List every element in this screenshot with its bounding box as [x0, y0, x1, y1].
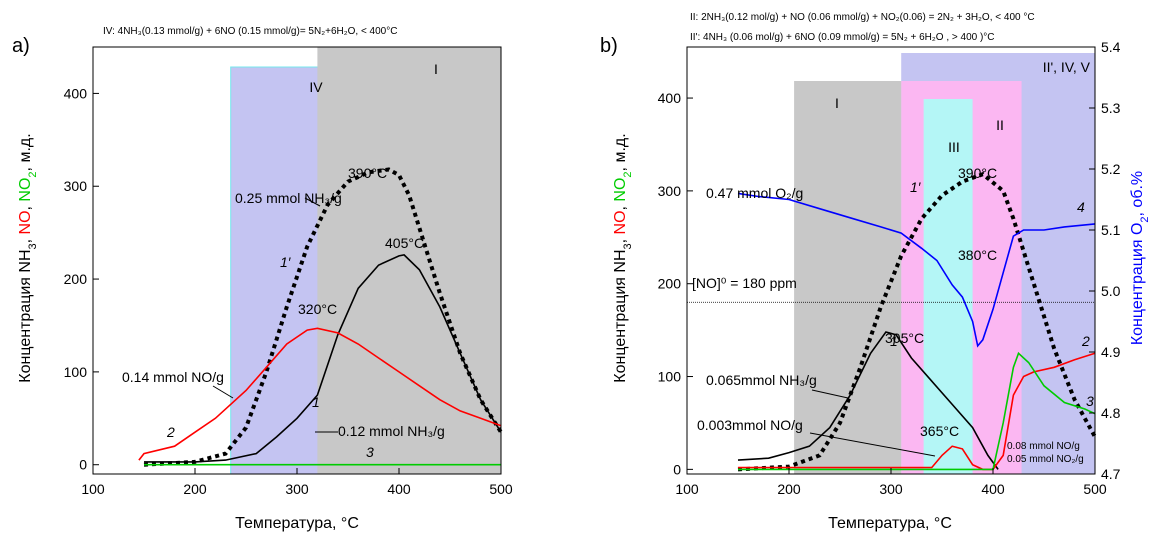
annotation-peak-405: 405°C [385, 235, 424, 251]
annotation-peak-390: 390°C [348, 165, 387, 181]
x-tick-label: 400 [981, 481, 1005, 497]
panel-b-y2label: Концентрация O2, об.% [1129, 171, 1151, 345]
annotation-nh3-025: 0.25 mmol NH₃/g [235, 190, 342, 206]
zone-label-b-ii-iv-v: II', IV, V [1043, 59, 1091, 75]
zone-label-i: I [434, 61, 438, 77]
zone-label-b-iii: III [948, 139, 960, 155]
y-tick-label: 300 [64, 178, 88, 194]
y-tick-label: 0 [673, 461, 681, 477]
zone-0 [794, 81, 901, 474]
zone-label-b-ii: II [996, 117, 1004, 133]
y-tick-label: 400 [64, 85, 88, 101]
curve-label-b-1: 1 [890, 333, 898, 349]
x-tick-label: 300 [285, 481, 309, 497]
zone-label-iv: IV [309, 79, 323, 95]
y-tick-label: 200 [658, 276, 682, 292]
x-tick-label: 100 [675, 481, 699, 497]
annotation-b-peak-380: 380°C [958, 247, 997, 263]
y2-tick-label: 5.2 [1101, 161, 1121, 177]
panel-b-zones [794, 53, 1095, 474]
x-tick-label: 500 [1083, 481, 1107, 497]
annotation-nh3-012: 0.12 mmol NH₃/g [338, 423, 445, 439]
y-tick-label: 300 [658, 183, 682, 199]
annotation-no-ref: [NO]⁰ = 180 ppm [692, 275, 797, 291]
x-tick-label: 400 [387, 481, 411, 497]
x-tick-label: 200 [777, 481, 801, 497]
curve-label-b-2: 2 [1081, 333, 1090, 349]
panel-b-header-1: II: 2NH₃(0.12 mol/g) + NO (0.06 mmol/g) … [690, 12, 1035, 23]
curve-label-b-1prime: 1′ [910, 179, 922, 195]
panel-b-ylabel: Концентрация NH3, NO, NO2, м.д. [612, 133, 634, 382]
y2-tick-label: 5.4 [1101, 39, 1121, 55]
annotation-nh3-0065: 0.065mmol NH₃/g [706, 372, 817, 388]
panel-a-header: IV: 4NH₃(0.13 mmol/g) + 6NO (0.15 mmol/g… [103, 26, 397, 37]
panel-a-label: a) [12, 35, 30, 57]
curve-label-3: 3 [366, 444, 374, 460]
annotation-b-peak-365: 365°C [920, 423, 959, 439]
y2-tick-label: 4.7 [1101, 466, 1121, 482]
x-tick-label: 100 [81, 481, 105, 497]
curve-label-b-4: 4 [1077, 199, 1085, 215]
annotation-no-008: 0.08 mmol NO/g [1007, 441, 1080, 452]
panel-a-zones [231, 47, 501, 474]
curve-label-1: 1 [312, 394, 320, 410]
y2-tick-label: 5.1 [1101, 222, 1121, 238]
arrow-no-014 [213, 386, 233, 398]
curve-label-1prime: 1′ [280, 254, 292, 270]
curve-label-2: 2 [166, 424, 175, 440]
y2-tick-label: 5.3 [1101, 100, 1121, 116]
y-tick-label: 100 [64, 364, 88, 380]
annotation-no2-005: 0.05 mmol NO₂/g [1007, 454, 1084, 465]
y2-tick-label: 4.9 [1101, 344, 1121, 360]
y-tick-label: 0 [79, 457, 87, 473]
panel-b-header-2: II': 4NH₃ (0.06 mol/g) + 6NO (0.09 mmol/… [690, 32, 995, 43]
panel-b-xlabel: Температура, °C [828, 515, 952, 532]
curve-label-b-3: 3 [1086, 393, 1094, 409]
panel-b-label: b) [600, 35, 618, 57]
panel-a-xlabel: Температура, °C [235, 515, 359, 532]
annotation-no-0003: 0.003mmol NO/g [697, 417, 803, 433]
y-tick-label: 400 [658, 90, 682, 106]
x-tick-label: 500 [489, 481, 513, 497]
panel-a-ylabel: Концентрация NH3, NO, NO2, м.д. [17, 133, 39, 382]
zone-1 [924, 99, 973, 474]
y2-tick-label: 4.8 [1101, 405, 1121, 421]
y-tick-label: 200 [64, 271, 88, 287]
annotation-o2-047: 0.47 mmol O₂/g [706, 185, 803, 201]
annotation-no-014: 0.14 mmol NO/g [122, 369, 224, 385]
annotation-b-peak-390: 390°C [958, 165, 997, 181]
x-tick-label: 300 [879, 481, 903, 497]
y-tick-label: 100 [658, 369, 682, 385]
y2-tick-label: 5.0 [1101, 283, 1121, 299]
annotation-peak-320: 320°C [298, 301, 337, 317]
zone-label-b-i: I [835, 95, 839, 111]
x-tick-label: 200 [183, 481, 207, 497]
